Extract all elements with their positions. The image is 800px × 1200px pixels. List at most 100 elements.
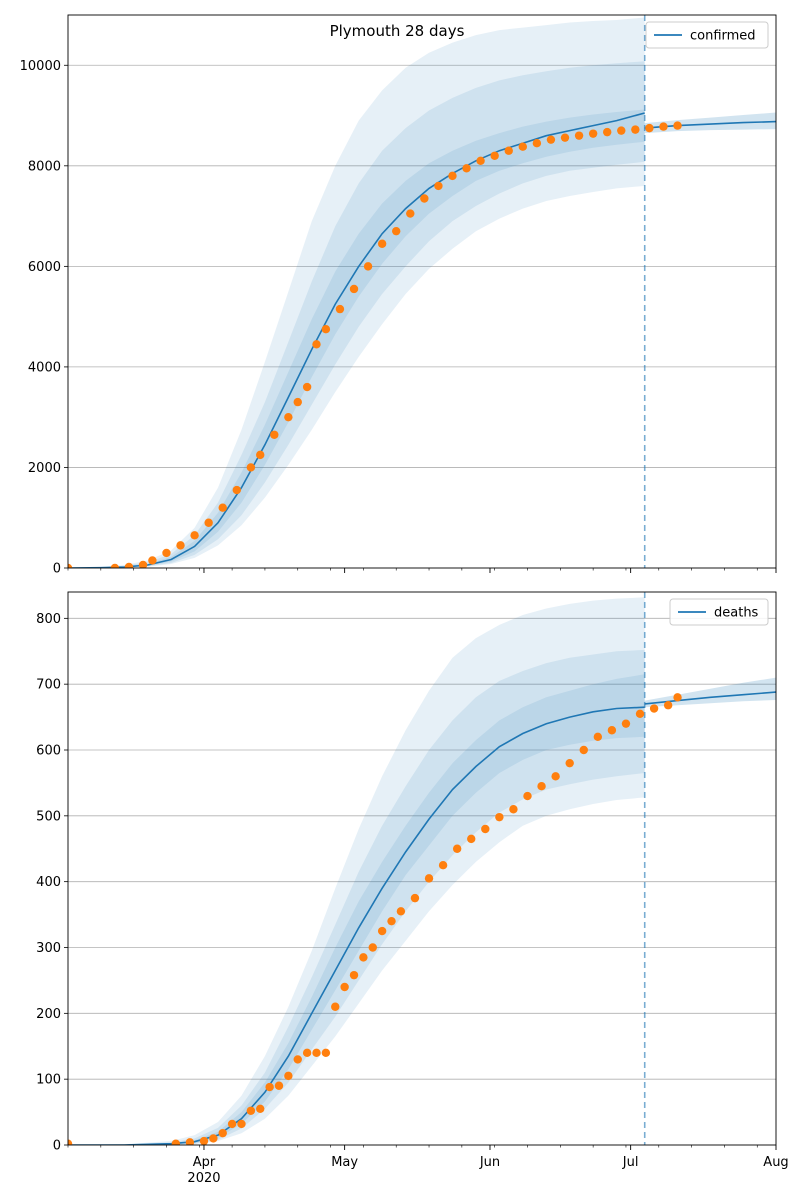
y-tick-label: 600 (36, 744, 61, 759)
observed-point (607, 726, 617, 735)
legend-box (645, 21, 769, 49)
observed-point (448, 171, 457, 181)
observed-point (593, 732, 603, 742)
y-tick-label: 100 (36, 1073, 61, 1088)
observed-point (406, 209, 415, 218)
legend-label: confirmed (690, 29, 756, 44)
x-tick-label: Jun (479, 1155, 500, 1170)
observed-point (246, 463, 256, 472)
chart-title: Plymouth 28 days (330, 22, 465, 40)
observed-point (331, 1002, 340, 1011)
observed-point (659, 122, 668, 131)
observed-point (284, 412, 293, 422)
observed-point (293, 1055, 302, 1064)
observed-point (631, 125, 640, 134)
x-tick-label: May (331, 1155, 358, 1170)
observed-point (509, 805, 518, 814)
uncertainty-band-90 (68, 17, 645, 568)
y-tick-label: 800 (36, 612, 61, 627)
observed-point (551, 772, 560, 781)
observed-point (335, 304, 345, 314)
legend-box (669, 598, 769, 626)
observed-point (256, 450, 265, 460)
x-tick-label: Jul (622, 1155, 639, 1170)
observed-point (673, 693, 682, 702)
y-tick-label: 300 (36, 941, 61, 956)
model-fit-line (68, 112, 645, 568)
observed-point (588, 129, 598, 138)
y-tick-label: 4000 (28, 360, 61, 375)
observed-point (617, 126, 626, 135)
y-tick-label: 2000 (28, 461, 61, 476)
observed-point (204, 518, 213, 527)
uncertainty-band-80 (68, 61, 645, 568)
observed-point (185, 1138, 195, 1145)
x-tick-sublabel: 2020 (187, 1171, 220, 1186)
observed-point (321, 1048, 331, 1058)
observed-point (274, 1081, 284, 1090)
observed-point (138, 560, 148, 568)
observed-point (270, 430, 279, 439)
observed-point (349, 970, 359, 980)
legend-label: deaths (714, 606, 759, 621)
observed-point (377, 239, 387, 248)
observed-point (579, 745, 588, 755)
observed-point (649, 704, 659, 713)
observed-point (199, 1136, 209, 1145)
observed-point (359, 953, 368, 962)
observed-point (124, 562, 134, 568)
y-tick-label: 8000 (28, 159, 61, 174)
observed-point (162, 548, 171, 558)
observed-point (621, 719, 631, 728)
observed-point (368, 943, 377, 952)
observed-point (363, 262, 373, 271)
observed-point (392, 226, 401, 236)
observed-point (68, 563, 73, 568)
plot-area (68, 592, 776, 1145)
observed-point (387, 916, 396, 926)
observed-point (68, 1139, 73, 1145)
plot-area (68, 15, 776, 568)
y-tick-label: 0 (53, 1139, 61, 1154)
observed-point (232, 485, 241, 495)
observed-point (312, 340, 321, 349)
observed-point (218, 503, 227, 512)
observed-point (246, 1106, 256, 1115)
observed-point (293, 397, 302, 407)
observed-point (321, 325, 331, 334)
observed-point (438, 861, 448, 870)
observed-point (523, 791, 532, 801)
observed-point (490, 151, 499, 160)
observed-point (462, 164, 471, 173)
observed-point (518, 142, 528, 151)
uncertainty-band-90 (68, 597, 645, 1145)
axes-frame (67, 14, 777, 569)
y-tick-label: 700 (36, 678, 61, 693)
observed-point (574, 131, 584, 140)
observed-point (673, 121, 682, 130)
observed-point (424, 874, 434, 883)
observed-point (171, 1139, 181, 1145)
observed-point (452, 844, 462, 853)
x-tick-label: Apr (193, 1155, 216, 1170)
observed-point (209, 1134, 218, 1143)
observed-point (495, 812, 504, 822)
observed-point (237, 1119, 246, 1129)
observed-point (377, 926, 387, 936)
observed-point (434, 181, 443, 191)
observed-point (218, 1128, 227, 1138)
observed-point (190, 531, 199, 540)
observed-point (110, 563, 120, 568)
observed-point (481, 824, 490, 834)
uncertainty-band-50 (68, 674, 645, 1145)
observed-point (302, 382, 312, 392)
observed-point (560, 133, 570, 142)
observed-point (396, 907, 406, 916)
confirmed-panel: 0 2000 4000 6000 8000 10000 confirmed (20, 14, 777, 577)
legend: confirmed (645, 21, 769, 49)
observed-point (265, 1082, 274, 1092)
observed-point (565, 758, 574, 768)
y-tick-label: 0 (53, 562, 61, 577)
